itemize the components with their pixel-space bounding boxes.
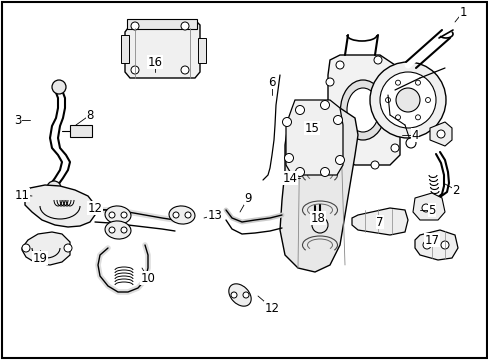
Circle shape	[395, 115, 400, 120]
Polygon shape	[280, 105, 357, 272]
Polygon shape	[327, 55, 399, 165]
Polygon shape	[351, 208, 407, 235]
Text: 18: 18	[310, 212, 325, 225]
Circle shape	[422, 241, 430, 249]
Circle shape	[121, 212, 127, 218]
Circle shape	[421, 204, 429, 212]
Circle shape	[181, 22, 189, 30]
Text: 14: 14	[282, 171, 297, 185]
Circle shape	[373, 56, 381, 64]
Circle shape	[64, 244, 72, 252]
Text: 4: 4	[410, 129, 418, 141]
Text: 5: 5	[427, 203, 435, 216]
Circle shape	[109, 227, 115, 233]
Circle shape	[284, 153, 293, 162]
Text: 1: 1	[458, 5, 466, 18]
Circle shape	[131, 22, 139, 30]
Text: 9: 9	[244, 192, 251, 204]
Circle shape	[385, 98, 390, 103]
Circle shape	[47, 181, 61, 195]
Circle shape	[311, 217, 327, 233]
Circle shape	[390, 144, 398, 152]
Text: 7: 7	[375, 216, 383, 229]
Circle shape	[425, 98, 429, 103]
Circle shape	[379, 72, 435, 128]
Circle shape	[109, 212, 115, 218]
Circle shape	[181, 66, 189, 74]
Circle shape	[328, 141, 336, 149]
Circle shape	[405, 138, 415, 148]
Bar	[127, 19, 197, 29]
Ellipse shape	[346, 88, 378, 132]
Circle shape	[415, 115, 420, 120]
Text: 11: 11	[15, 189, 29, 202]
Circle shape	[173, 212, 179, 218]
Text: 13: 13	[207, 208, 222, 221]
Circle shape	[395, 88, 419, 112]
Ellipse shape	[340, 80, 385, 140]
Circle shape	[121, 227, 127, 233]
Ellipse shape	[169, 206, 195, 224]
Circle shape	[390, 76, 398, 84]
Text: 19: 19	[32, 252, 47, 265]
Circle shape	[243, 292, 248, 298]
Circle shape	[369, 62, 445, 138]
Text: 6: 6	[268, 76, 275, 89]
Bar	[70, 125, 92, 137]
Bar	[121, 35, 129, 63]
Text: 12: 12	[264, 302, 279, 315]
Polygon shape	[285, 100, 342, 175]
Circle shape	[395, 80, 400, 85]
Circle shape	[335, 156, 344, 165]
Polygon shape	[125, 20, 200, 78]
Circle shape	[436, 130, 444, 138]
Ellipse shape	[228, 284, 251, 306]
Circle shape	[325, 78, 333, 86]
Text: 16: 16	[147, 55, 162, 68]
Circle shape	[282, 117, 291, 126]
Bar	[198, 38, 205, 63]
Ellipse shape	[105, 221, 131, 239]
Circle shape	[22, 244, 30, 252]
Circle shape	[370, 161, 378, 169]
Circle shape	[335, 61, 343, 69]
Polygon shape	[421, 194, 439, 210]
Circle shape	[320, 167, 329, 176]
Text: 8: 8	[86, 108, 94, 122]
Circle shape	[440, 241, 448, 249]
Circle shape	[295, 167, 304, 176]
Circle shape	[230, 292, 237, 298]
Circle shape	[415, 80, 420, 85]
Text: 10: 10	[140, 271, 155, 284]
Circle shape	[184, 212, 191, 218]
Text: 2: 2	[451, 184, 459, 197]
Circle shape	[320, 100, 329, 109]
Polygon shape	[22, 232, 70, 265]
Ellipse shape	[105, 206, 131, 224]
Circle shape	[295, 105, 304, 114]
Polygon shape	[429, 122, 451, 146]
Circle shape	[427, 198, 435, 206]
Circle shape	[52, 80, 66, 94]
Text: 3: 3	[14, 113, 21, 126]
Polygon shape	[412, 193, 444, 220]
Circle shape	[333, 116, 342, 125]
Text: 17: 17	[424, 234, 439, 247]
Circle shape	[337, 159, 346, 167]
Text: 15: 15	[304, 122, 319, 135]
Circle shape	[131, 66, 139, 74]
Text: 12: 12	[87, 202, 102, 215]
Polygon shape	[25, 185, 95, 227]
Polygon shape	[414, 230, 457, 260]
